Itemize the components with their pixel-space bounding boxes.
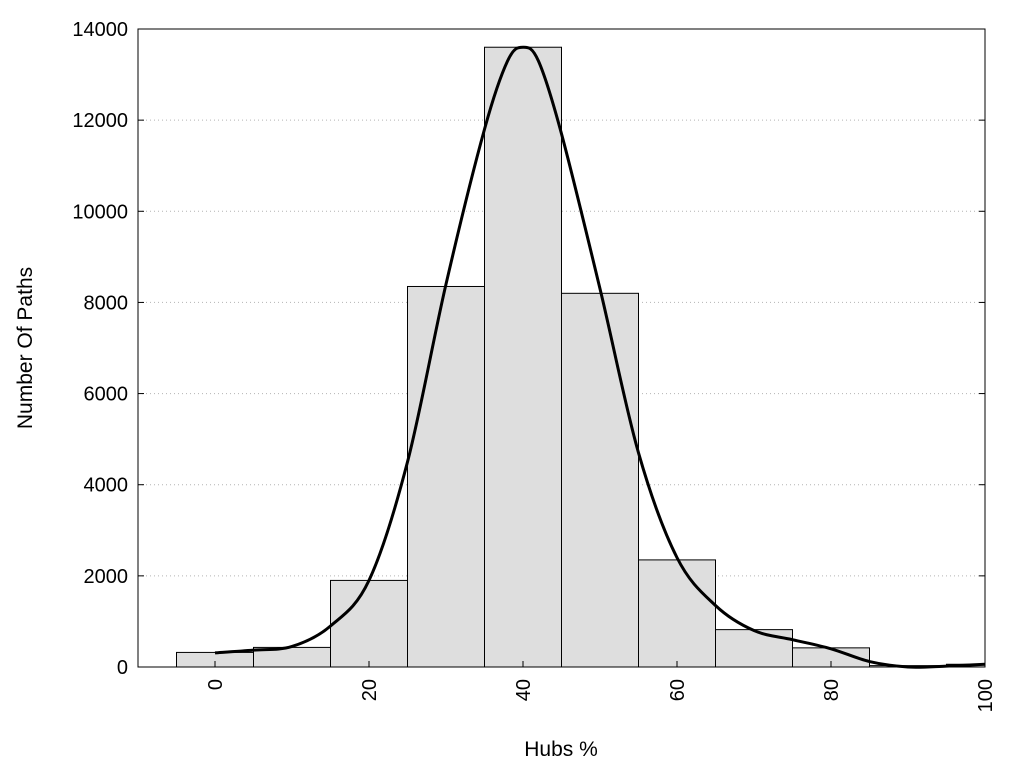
histogram-bar	[715, 629, 793, 668]
y-tick-label: 12000	[72, 110, 128, 132]
histogram-bar	[330, 579, 408, 668]
x-tick-label: 60	[667, 679, 689, 701]
histogram-bar	[407, 285, 485, 668]
x-tick-label: 20	[359, 679, 381, 701]
histogram-bar	[638, 559, 716, 668]
x-tick-label: 0	[205, 679, 227, 690]
histogram-bars	[176, 46, 986, 668]
y-tick-label: 2000	[84, 566, 129, 588]
x-tick-label: 80	[821, 679, 843, 701]
y-axis-ticks: 0 2000 4000 6000 8000 10000 12000 14000	[72, 19, 985, 679]
y-tick-label: 4000	[84, 475, 129, 497]
density-curve-line	[214, 45, 986, 669]
y-tick-label: 8000	[84, 292, 129, 314]
x-axis-ticks: 0 20 40 60 80 100	[205, 661, 997, 712]
y-tick-label: 10000	[72, 201, 128, 223]
histogram-bar	[484, 46, 562, 668]
x-tick-label: 40	[513, 679, 535, 701]
plot-frame	[137, 28, 986, 668]
y-tick-label: 6000	[84, 384, 129, 406]
x-tick-label: 100	[975, 679, 997, 712]
y-axis-label: Number Of Paths	[14, 267, 37, 429]
y-tick-label: 14000	[72, 19, 128, 41]
y-tick-label: 0	[117, 657, 128, 679]
histogram-bar	[561, 292, 639, 668]
x-axis-label: Hubs %	[524, 738, 598, 761]
density-curve	[214, 45, 986, 669]
